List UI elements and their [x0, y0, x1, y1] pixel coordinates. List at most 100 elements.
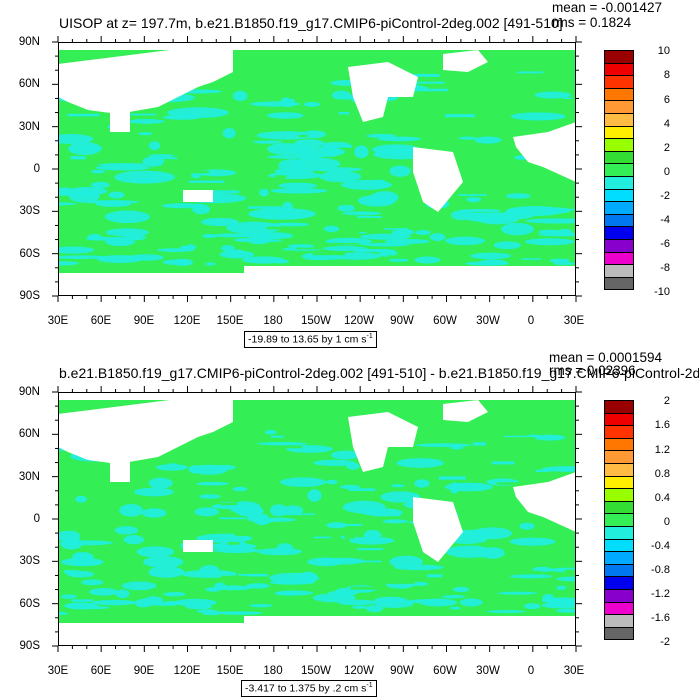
cyan-anomaly [266, 154, 322, 159]
cyan-anomaly [75, 495, 87, 503]
colorbar-label: 8 [663, 69, 670, 81]
streak [322, 64, 339, 68]
colorbar-swatch [605, 265, 633, 278]
cyan-anomaly [555, 576, 576, 582]
lat-tick-label: 90S [19, 290, 40, 302]
streak [359, 231, 367, 234]
cyan-anomaly [96, 255, 144, 263]
colorbar-label: -0.8 [651, 564, 670, 576]
cyan-anomaly [348, 536, 395, 545]
cyan-anomaly [257, 442, 308, 446]
streak [381, 580, 415, 584]
colorbar-label: 2 [663, 395, 670, 407]
cyan-anomaly [270, 188, 328, 194]
cyan-anomaly [194, 507, 220, 517]
land-mask [110, 462, 130, 482]
cyan-anomaly [245, 239, 283, 243]
streak [227, 541, 240, 545]
lat-tick-label: 0 [33, 513, 40, 525]
cyan-anomaly [148, 477, 173, 489]
streak [416, 81, 445, 84]
cyan-anomaly [382, 519, 408, 524]
map-frame [58, 42, 576, 296]
land-mask [58, 392, 576, 400]
lat-tick-label: 60S [19, 598, 40, 610]
cyan-anomaly [339, 484, 361, 490]
colorbar-swatch [605, 438, 633, 452]
cyan-anomaly [212, 464, 236, 471]
land-mask [348, 62, 418, 122]
streak [345, 560, 382, 563]
cyan-anomaly [214, 585, 252, 591]
cyan-anomaly [372, 144, 420, 156]
rms-stat: rms = 0.1824 [552, 15, 632, 30]
cyan-anomaly [278, 182, 318, 189]
ocean-base-edge [58, 616, 244, 623]
rms-stat: rms = 0.02396 [549, 363, 636, 378]
streak [298, 134, 308, 138]
colorbar-label: 0.4 [654, 492, 670, 504]
antarctica-mask [244, 266, 576, 274]
cyan-anomaly [201, 217, 239, 227]
cyan-anomaly [330, 450, 362, 460]
land-mask [513, 122, 576, 182]
cyan-anomaly [58, 255, 108, 260]
cyan-anomaly [377, 136, 422, 142]
cyan-anomaly [534, 91, 571, 99]
cyan-anomaly [524, 238, 575, 246]
contour-range-box: -3.417 to 1.375 by .2 cm s-1 [241, 680, 377, 697]
streak [185, 136, 200, 140]
streak [228, 606, 242, 609]
cyan-anomaly [441, 594, 466, 599]
streak [456, 212, 484, 216]
cyan-anomaly [114, 170, 175, 184]
colorbar-swatch [605, 164, 633, 177]
streak [407, 73, 440, 77]
cyan-anomaly [291, 146, 346, 158]
lon-tick-label: 30E [563, 665, 585, 677]
streak [472, 442, 486, 446]
cyan-anomaly [393, 564, 444, 571]
streak [354, 249, 386, 253]
cyan-anomaly [60, 537, 83, 550]
streak [280, 521, 294, 525]
cyan-anomaly [503, 208, 536, 220]
cyan-anomaly [283, 505, 304, 516]
streak [220, 502, 237, 506]
cyan-anomaly [60, 557, 104, 567]
streak [188, 180, 225, 183]
streak [211, 190, 240, 194]
cyan-anomaly [493, 241, 521, 250]
streak [350, 586, 383, 590]
lon-tick-label: 150E [216, 315, 244, 327]
lon-tick-label: 90W [390, 315, 414, 327]
cyan-anomaly [307, 489, 322, 502]
cyan-anomaly [466, 197, 482, 203]
cyan-anomaly [163, 591, 186, 597]
streak [458, 194, 487, 196]
streak [325, 99, 352, 103]
colorbar-swatch [605, 277, 633, 291]
streak [159, 534, 180, 538]
lat-tick-label: 60N [18, 428, 40, 440]
colorbar-swatch [605, 552, 633, 565]
streak [85, 472, 105, 476]
streak [328, 523, 362, 526]
streak [267, 226, 286, 230]
streak [305, 257, 340, 260]
lon-tick-label: 120E [173, 315, 201, 327]
cyan-anomaly [337, 204, 355, 212]
lat-tick-label: 30N [18, 471, 40, 483]
cyan-anomaly [250, 101, 301, 107]
lon-tick-label: 0 [527, 665, 535, 677]
streak [465, 153, 479, 156]
colorbar-swatch [605, 602, 633, 616]
colorbar-swatch [605, 589, 633, 603]
streak [423, 420, 446, 424]
colorbar-label: -6 [660, 238, 670, 250]
cyan-anomaly [444, 482, 493, 492]
streak [111, 246, 144, 250]
streak [344, 535, 356, 539]
land-mask [183, 540, 213, 552]
cyan-anomaly [351, 605, 369, 609]
